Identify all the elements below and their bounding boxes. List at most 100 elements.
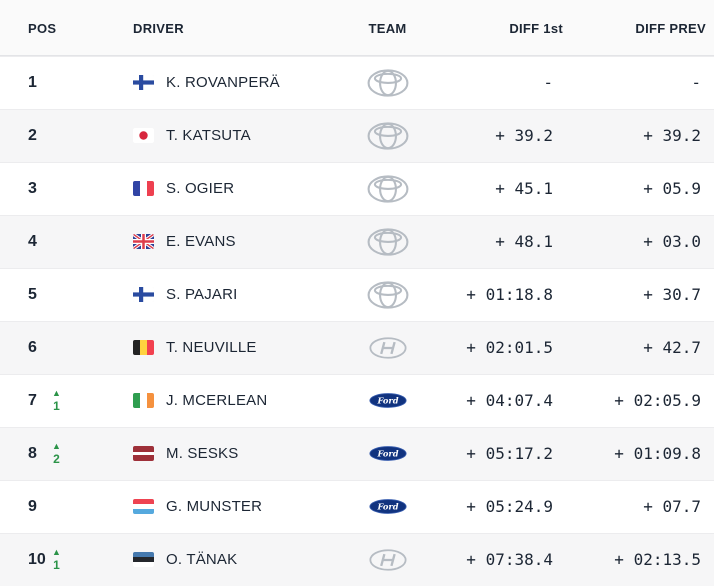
position-number: 1 [28,73,37,91]
logo-toyota-icon [367,121,409,150]
team-cell [355,121,420,150]
team-cell [355,336,420,359]
driver-cell: J. MCERLEAN [105,392,355,409]
flag-finland-icon [133,287,154,302]
svg-text:Ford: Ford [376,448,398,458]
position-change: ▲ 2 [52,441,105,466]
table-row: 1 K. ROVANPERÄ - - [0,56,714,109]
flag-united-kingdom-icon [133,234,154,249]
position-change: ▲ 1 [52,547,105,572]
diff-to-first: + 02:01.5 [466,338,553,357]
diff-to-previous: + 07.7 [643,497,701,516]
diff-to-previous: + 01:09.8 [614,444,701,463]
flag-latvia-icon [133,446,154,461]
diff-to-first: + 07:38.4 [466,550,553,569]
position-number: 3 [28,179,37,197]
column-header-diff-1st: DIFF 1st [509,20,563,36]
team-cell: Ford [355,446,420,461]
position-number: 5 [28,285,37,303]
team-cell [355,227,420,256]
position-change-count: 1 [53,399,60,413]
position-number: 9 [28,497,37,515]
table-row: 3 S. OGIER + 45.1 + 05.9 [0,162,714,215]
flag-belgium-icon [133,340,154,355]
diff-to-previous: - [691,73,701,92]
position-number: 2 [28,126,37,144]
diff-to-previous: + 05.9 [643,179,701,198]
driver-cell: E. EVANS [105,233,355,250]
position-change: ▲ 1 [52,388,105,413]
diff-to-previous: + 42.7 [643,338,701,357]
driver-cell: O. TÄNAK [105,551,355,568]
team-cell [355,174,420,203]
diff-to-first: + 01:18.8 [466,285,553,304]
diff-to-first: + 05:17.2 [466,444,553,463]
diff-to-previous: + 30.7 [643,285,701,304]
svg-text:Ford: Ford [376,395,398,405]
diff-to-first: + 04:07.4 [466,391,553,410]
driver-cell: M. SESKS [105,445,355,462]
column-header-pos: POS [28,20,57,36]
driver-name: T. KATSUTA [166,127,251,144]
column-header-driver: DRIVER [133,20,184,36]
diff-to-previous: + 03.0 [643,232,701,251]
team-cell: Ford [355,499,420,514]
flag-finland-icon [133,75,154,90]
position-number: 7 [28,391,37,409]
logo-toyota-icon [367,280,409,309]
driver-cell: T. KATSUTA [105,127,355,144]
position-up-icon: ▲ [52,547,61,557]
position-up-icon: ▲ [52,388,61,398]
position-up-icon: ▲ [52,441,61,451]
diff-to-first: + 05:24.9 [466,497,553,516]
flag-france-icon [133,181,154,196]
flag-japan-icon [133,128,154,143]
table-row: 9 G. MUNSTER Ford + 05:24.9 + 07.7 [0,480,714,533]
diff-to-previous: + 39.2 [643,126,701,145]
table-row: 6 T. NEUVILLE + 02:01.5 + 42.7 [0,321,714,374]
table-row: 8 ▲ 2 M. SESKS Ford + 05:17.2 + 01:09.8 [0,427,714,480]
driver-name: T. NEUVILLE [166,339,257,356]
driver-name: M. SESKS [166,445,239,462]
driver-name: J. MCERLEAN [166,392,268,409]
table-row: 2 T. KATSUTA + 39.2 + 39.2 [0,109,714,162]
driver-cell: S. PAJARI [105,286,355,303]
table-body: 1 K. ROVANPERÄ - - 2 T. KATSUTA + 39.2 + 39.2 3 S… [0,56,714,586]
flag-ireland-icon [133,393,154,408]
logo-toyota-icon [367,68,409,97]
logo-toyota-icon [367,227,409,256]
driver-cell: K. ROVANPERÄ [105,74,355,91]
position-number: 6 [28,338,37,356]
logo-ford-icon: Ford [368,499,407,514]
table-row: 7 ▲ 1 J. MCERLEAN Ford + 04:07.4 + 02:05.9 [0,374,714,427]
driver-name: G. MUNSTER [166,498,263,515]
table-row: 10 ▲ 1 O. TÄNAK + 07:38.4 + 02:13.5 [0,533,714,586]
diff-to-previous: + 02:13.5 [614,550,701,569]
logo-ford-icon: Ford [368,393,407,408]
logo-hyundai-icon [368,548,407,571]
driver-name: K. ROVANPERÄ [166,74,280,91]
team-cell: Ford [355,393,420,408]
team-cell [355,280,420,309]
diff-to-previous: + 02:05.9 [614,391,701,410]
team-cell [355,548,420,571]
driver-name: E. EVANS [166,233,236,250]
logo-toyota-icon [367,174,409,203]
column-header-diff-prev: DIFF PREV [635,20,706,36]
driver-name: O. TÄNAK [166,551,238,568]
table-row: 5 S. PAJARI + 01:18.8 + 30.7 [0,268,714,321]
table-header: POS DRIVER TEAM DIFF 1st DIFF PREV [0,0,714,56]
driver-name: S. OGIER [166,180,235,197]
driver-cell: S. OGIER [105,180,355,197]
position-number: 10 [28,550,46,568]
diff-to-first: + 45.1 [495,179,553,198]
position-number: 8 [28,444,37,462]
flag-estonia-icon [133,552,154,567]
team-cell [355,68,420,97]
flag-luxembourg-icon [133,499,154,514]
table-row: 4 E. EVANS + 48.1 + 03.0 [0,215,714,268]
driver-cell: T. NEUVILLE [105,339,355,356]
logo-ford-icon: Ford [368,446,407,461]
diff-to-first: + 39.2 [495,126,553,145]
